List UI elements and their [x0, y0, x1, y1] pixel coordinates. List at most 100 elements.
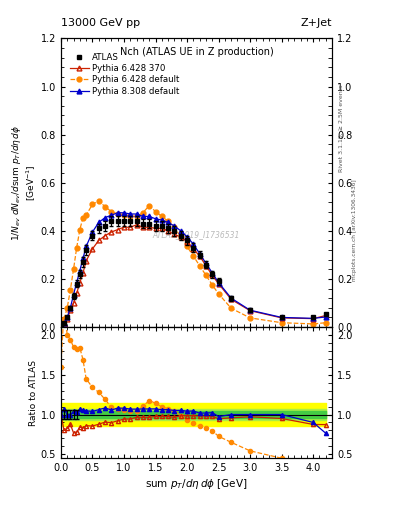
Pythia 8.308 default: [65, 314, 70, 321]
Pythia 6.428 370: [74, 290, 79, 296]
Text: 13000 GeV pp: 13000 GeV pp: [61, 18, 140, 28]
Pythia 6.428 default: [166, 218, 171, 224]
Pythia 8.308 default: [141, 214, 145, 220]
Pythia 6.428 default: [172, 224, 177, 230]
Pythia 6.428 default: [68, 287, 73, 293]
Pythia 6.428 370: [134, 222, 139, 228]
Pythia 8.308 default: [68, 305, 73, 311]
Pythia 6.428 370: [59, 323, 63, 329]
Pythia 6.428 default: [128, 214, 133, 220]
Pythia 6.428 370: [103, 232, 107, 239]
Pythia 6.428 default: [103, 204, 107, 210]
Pythia 8.308 default: [77, 267, 82, 273]
Pythia 6.428 370: [71, 300, 76, 306]
Pythia 8.308 default: [279, 314, 284, 321]
Pythia 6.428 default: [134, 214, 139, 220]
Pythia 6.428 default: [115, 211, 120, 217]
Pythia 6.428 370: [248, 308, 252, 314]
Pythia 6.428 default: [71, 266, 76, 272]
Text: Rivet 3.1.10, ≥ 2.5M events: Rivet 3.1.10, ≥ 2.5M events: [339, 84, 344, 172]
Pythia 6.428 370: [115, 226, 120, 232]
Pythia 8.308 default: [71, 291, 76, 297]
Pythia 6.428 370: [311, 315, 316, 322]
Pythia 6.428 default: [323, 319, 328, 326]
Pythia 6.428 370: [204, 263, 208, 269]
Pythia 8.308 default: [62, 320, 66, 326]
Y-axis label: $1/N_{ev}$ $dN_{ev}/d$sum $p_T/d\eta\,d\phi$
[GeV$^{-1}$]: $1/N_{ev}$ $dN_{ev}/d$sum $p_T/d\eta\,d\…: [10, 124, 38, 241]
Pythia 8.308 default: [197, 250, 202, 257]
Pythia 8.308 default: [90, 229, 95, 235]
Pythia 6.428 default: [77, 226, 82, 232]
Pythia 8.308 default: [191, 241, 196, 247]
Pythia 6.428 default: [185, 243, 189, 249]
Pythia 6.428 default: [141, 210, 145, 216]
Pythia 6.428 370: [62, 321, 66, 327]
Pythia 8.308 default: [153, 216, 158, 222]
Pythia 6.428 370: [166, 228, 171, 234]
Pythia 8.308 default: [121, 210, 126, 216]
Pythia 6.428 default: [81, 215, 85, 221]
Pythia 6.428 default: [191, 253, 196, 259]
Pythia 6.428 default: [74, 245, 79, 251]
Pythia 8.308 default: [59, 323, 63, 329]
Pythia 6.428 default: [65, 305, 70, 311]
Pythia 8.308 default: [204, 260, 208, 266]
X-axis label: sum $p_T/d\eta\,d\phi$ [GeV]: sum $p_T/d\eta\,d\phi$ [GeV]: [145, 477, 248, 492]
Pythia 6.428 370: [153, 225, 158, 231]
Legend: ATLAS, Pythia 6.428 370, Pythia 6.428 default, Pythia 8.308 default: ATLAS, Pythia 6.428 370, Pythia 6.428 de…: [68, 51, 181, 97]
Pythia 6.428 370: [210, 272, 215, 279]
Pythia 6.428 370: [84, 258, 88, 264]
Pythia 6.428 370: [185, 239, 189, 245]
Pythia 6.428 370: [77, 280, 82, 286]
Pythia 6.428 default: [311, 321, 316, 327]
Pythia 6.428 default: [147, 203, 152, 209]
Pythia 6.428 370: [121, 224, 126, 230]
Pythia 6.428 370: [128, 224, 133, 230]
Pythia 8.308 default: [248, 307, 252, 313]
Pythia 8.308 default: [115, 210, 120, 216]
Pythia 6.428 370: [96, 238, 101, 244]
Pythia 8.308 default: [185, 234, 189, 240]
Pythia 8.308 default: [172, 223, 177, 229]
Line: Pythia 6.428 370: Pythia 6.428 370: [59, 222, 328, 328]
Pythia 6.428 370: [65, 316, 70, 322]
Pythia 6.428 default: [96, 198, 101, 204]
Pythia 8.308 default: [109, 212, 114, 218]
Y-axis label: Ratio to ATLAS: Ratio to ATLAS: [29, 359, 38, 425]
Pythia 6.428 default: [210, 282, 215, 288]
Pythia 6.428 default: [248, 315, 252, 321]
Pythia 8.308 default: [128, 211, 133, 217]
Pythia 6.428 default: [84, 212, 88, 218]
Pythia 8.308 default: [311, 315, 316, 322]
Pythia 6.428 370: [90, 246, 95, 252]
Pythia 6.428 default: [279, 319, 284, 326]
Pythia 8.308 default: [96, 219, 101, 225]
Pythia 6.428 370: [323, 312, 328, 318]
Pythia 8.308 default: [84, 243, 88, 249]
Pythia 6.428 370: [229, 296, 233, 303]
Pythia 8.308 default: [210, 270, 215, 276]
Pythia 6.428 370: [216, 281, 221, 287]
Pythia 6.428 370: [147, 224, 152, 230]
Pythia 6.428 370: [109, 229, 114, 235]
Line: Pythia 8.308 default: Pythia 8.308 default: [59, 210, 328, 328]
Pythia 6.428 default: [59, 322, 63, 328]
Pythia 6.428 default: [153, 208, 158, 215]
Pythia 6.428 370: [141, 224, 145, 230]
Pythia 6.428 default: [197, 263, 202, 269]
Pythia 8.308 default: [134, 211, 139, 217]
Pythia 6.428 default: [62, 315, 66, 322]
Pythia 8.308 default: [147, 214, 152, 220]
Pythia 6.428 370: [68, 307, 73, 313]
Pythia 8.308 default: [216, 280, 221, 286]
Pythia 6.428 default: [178, 234, 183, 240]
Line: Pythia 6.428 default: Pythia 6.428 default: [59, 198, 328, 328]
Text: mcplots.cern.ch [arXiv:1306.3436]: mcplots.cern.ch [arXiv:1306.3436]: [352, 180, 357, 281]
Pythia 8.308 default: [166, 219, 171, 225]
Pythia 6.428 370: [279, 315, 284, 321]
Pythia 6.428 default: [90, 201, 95, 207]
Pythia 8.308 default: [323, 314, 328, 320]
Text: Z+Jet: Z+Jet: [301, 18, 332, 28]
Pythia 6.428 370: [81, 270, 85, 276]
Pythia 6.428 370: [178, 234, 183, 240]
